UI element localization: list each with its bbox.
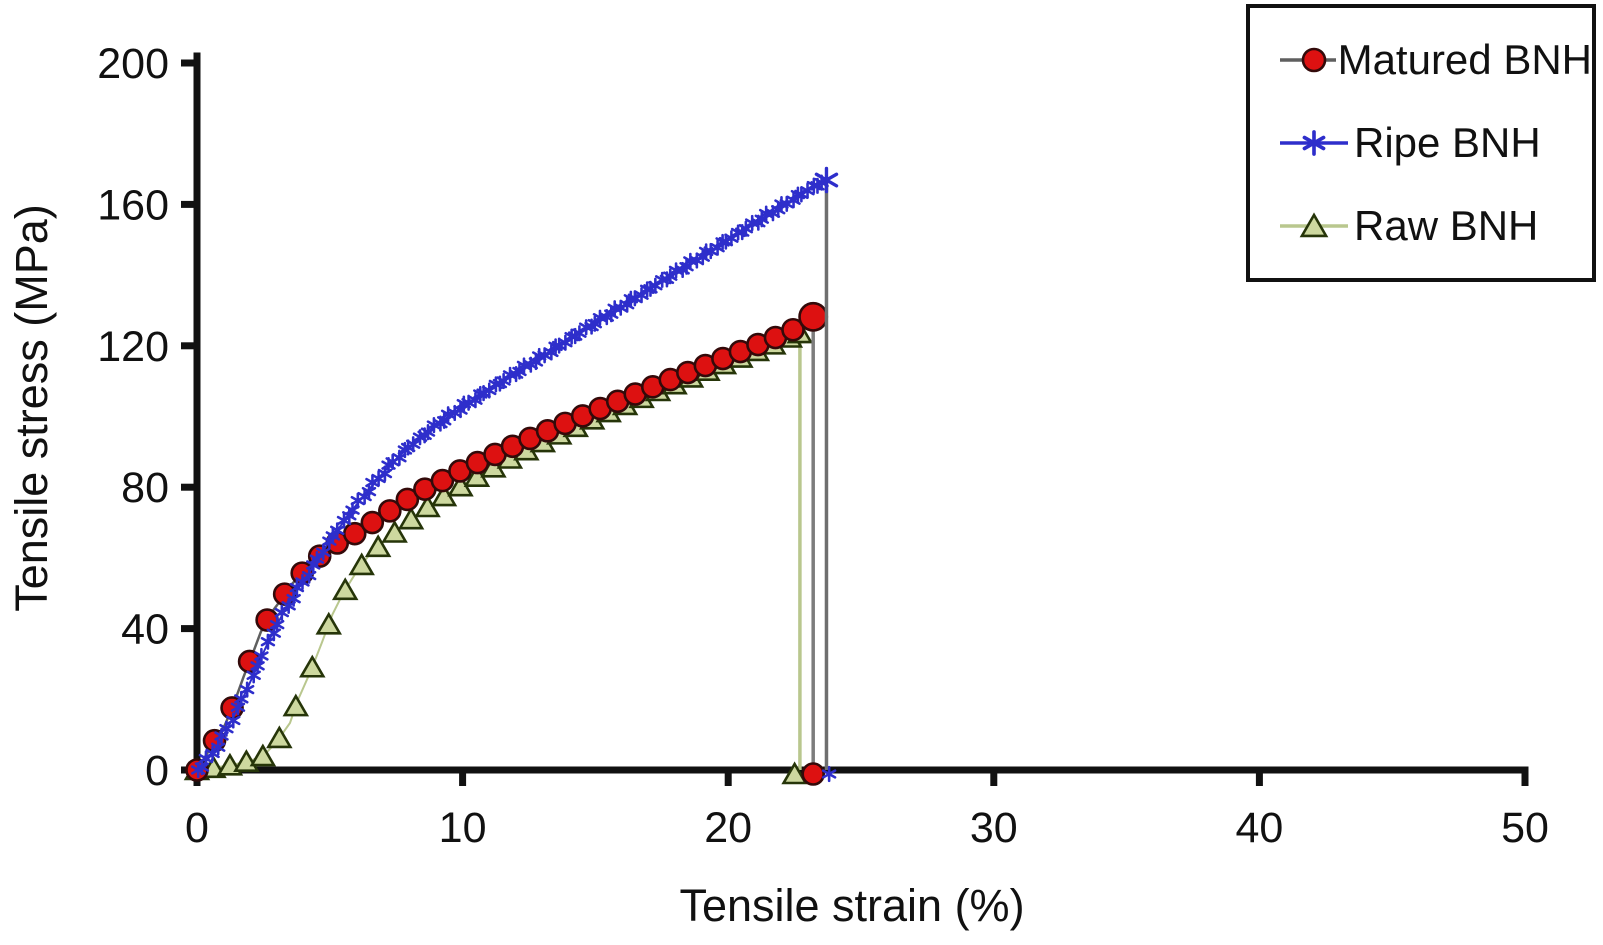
data-point-circle [781,317,805,342]
data-point-triangle [348,552,375,576]
legend: Matured BNH Ripe BNH Raw BNH [1246,4,1596,282]
data-point-asterisk [482,382,497,399]
y-tick-label: 80 [121,464,169,512]
y-tick-label: 200 [97,40,169,88]
data-point-asterisk [274,604,290,621]
data-point-asterisk [345,502,360,519]
data-point-asterisk [254,647,269,665]
legend-item-raw-bnh: Raw BNH [1276,202,1592,250]
data-point-asterisk [738,220,754,237]
data-point-circle [378,499,402,523]
data-point-triangle [1299,212,1329,238]
series-ripe-bnh [190,166,839,783]
x-tick-label: 30 [970,804,1018,852]
x-tick-label: 10 [439,804,487,852]
ripe-bnh-marker-icon [1280,130,1348,156]
data-point-asterisk [286,590,301,607]
data-point-asterisk [295,573,310,591]
data-point-triangle [414,494,441,518]
y-tick-label: 160 [97,181,169,229]
y-tick-label: 40 [121,606,169,654]
x-axis-title: Tensile strain (%) [679,880,1025,931]
data-point-triangle [315,611,342,635]
data-point-asterisk [211,739,226,756]
tick-labels: 0 10 20 30 40 50 0 40 80 120 160 200 [97,40,1549,852]
legend-label-matured-bnh: Matured BNH [1337,35,1592,83]
data-point-circle [798,301,829,332]
legend-label-ripe-bnh: Ripe BNH [1354,118,1541,166]
data-point-asterisk [336,512,352,529]
data-point-triangle [381,519,408,543]
data-point-triangle [364,534,392,558]
data-point-asterisk [205,745,220,762]
data-point-triangle [249,743,277,767]
x-tick-label: 50 [1501,804,1549,852]
data-point-asterisk [814,166,839,194]
data-point-circle [395,487,420,512]
data-point-asterisk [648,277,663,294]
axis-ticks [181,59,1529,786]
data-point-triangle [266,725,293,749]
y-tick-label: 0 [145,747,169,795]
legend-label-raw-bnh: Raw BNH [1354,202,1539,250]
data-point-circle [1301,47,1327,72]
data-point-circle [801,762,825,786]
data-point-triangle [397,506,425,530]
axes [187,52,1529,774]
data-point-circle [430,468,455,493]
legend-item-ripe-bnh: Ripe BNH [1276,119,1592,167]
series-raw-bnh [183,320,814,785]
axis-lines [187,52,1529,774]
data-point-triangle [781,761,808,785]
data-point-asterisk [316,544,331,561]
data-point-triangle [299,654,326,678]
series-line [196,179,827,771]
x-tick-label: 20 [704,804,752,852]
data-point-asterisk [226,712,241,729]
data-point-asterisk [496,372,511,390]
data-point-asterisk [301,567,317,584]
data-point-asterisk [234,690,249,707]
data-point-asterisk [1302,130,1326,156]
x-tick-label: 0 [185,804,209,852]
data-point-asterisk [821,765,837,783]
data-point-circle [272,582,297,606]
data-point-triangle [282,693,310,717]
series-line [196,332,801,771]
data-point-circle [360,510,385,535]
raw-bnh-marker-icon [1280,212,1348,238]
data-point-triangle [331,577,359,601]
data-point-asterisk [330,522,345,539]
series-line [195,315,814,771]
data-point-asterisk [239,681,255,698]
data-point-asterisk [572,325,587,342]
legend-item-matured-bnh: Matured BNH [1276,36,1592,84]
data-point-asterisk [269,616,285,633]
y-axis-title: Tensile stress (MPa) [6,204,57,612]
y-tick-label: 120 [97,323,169,371]
data-point-asterisk [289,579,305,596]
x-tick-label: 40 [1235,804,1283,852]
data-point-asterisk [663,268,678,285]
matured-bnh-marker-icon [1280,47,1336,72]
